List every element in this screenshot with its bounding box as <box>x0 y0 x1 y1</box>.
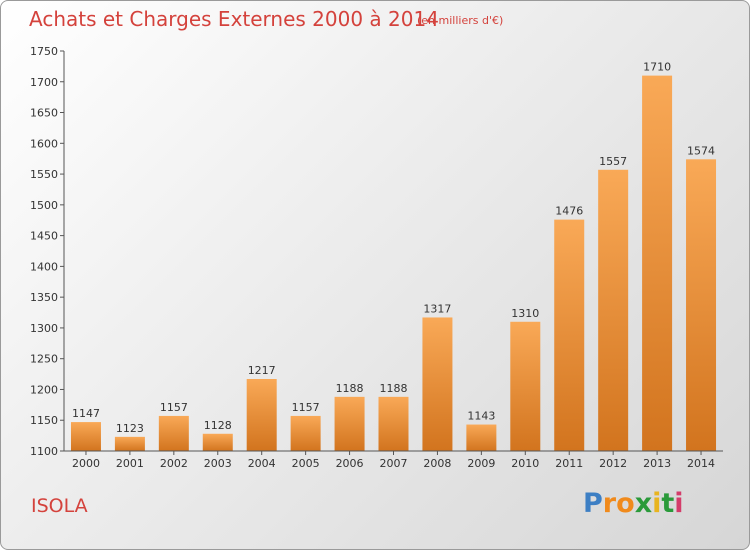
x-tick-label: 2013 <box>643 457 671 470</box>
bar-2008 <box>422 317 453 451</box>
x-tick-label: 2012 <box>599 457 627 470</box>
logo-letter: i <box>674 488 684 519</box>
y-tick-label: 1600 <box>30 137 58 150</box>
y-tick-label: 1100 <box>30 445 58 458</box>
bar-2003 <box>202 433 233 451</box>
bar-value-label: 1310 <box>511 307 539 320</box>
logo-letter: i <box>652 488 662 519</box>
y-tick-label: 1650 <box>30 107 58 120</box>
bar-value-label: 1157 <box>292 401 320 414</box>
y-tick-label: 1250 <box>30 353 58 366</box>
bar-2004 <box>246 379 277 451</box>
x-tick-label: 2005 <box>292 457 320 470</box>
bar-value-label: 1188 <box>336 382 364 395</box>
y-tick-label: 1400 <box>30 260 58 273</box>
x-tick-label: 2010 <box>511 457 539 470</box>
y-tick-label: 1550 <box>30 168 58 181</box>
bar-2010 <box>510 321 541 451</box>
y-tick-label: 1750 <box>30 45 58 58</box>
bar-value-label: 1147 <box>72 407 100 420</box>
bar-2007 <box>378 396 409 451</box>
chart-subtitle: (en milliers d'€) <box>417 14 504 27</box>
logo-letter: o <box>616 488 635 519</box>
x-tick-label: 2008 <box>423 457 451 470</box>
bars: 1147 1123 1157 1128 1217 1157 1188 1188 1317 1143… <box>70 61 717 452</box>
y-tick-label: 1200 <box>30 383 58 396</box>
bar-2012 <box>598 169 629 451</box>
logo-letter: r <box>602 488 617 519</box>
bar-value-label: 1317 <box>423 302 451 315</box>
bar-value-label: 1157 <box>160 401 188 414</box>
bar-value-label: 1128 <box>204 419 232 432</box>
x-tick-label: 2003 <box>204 457 232 470</box>
x-tick-label: 2001 <box>116 457 144 470</box>
x-tick-label: 2011 <box>555 457 583 470</box>
chart-title: Achats et Charges Externes 2000 à 2014 <box>29 7 439 31</box>
bar-2006 <box>334 396 365 451</box>
x-axis: 2000 2001 2002 2003 2004 2005 2006 2007 2008 2009… <box>64 450 723 470</box>
y-tick-label: 1150 <box>30 414 58 427</box>
bar-value-label: 1574 <box>687 144 715 157</box>
bar-2001 <box>114 436 145 451</box>
logo-letter: x <box>634 488 653 519</box>
proxiti-logo[interactable]: Proxiti <box>583 488 684 519</box>
bar-value-label: 1123 <box>116 422 144 435</box>
x-tick-label: 2004 <box>248 457 276 470</box>
y-tick-label: 1300 <box>30 322 58 335</box>
bar-2009 <box>466 424 497 451</box>
y-tick-label: 1500 <box>30 199 58 212</box>
bar-2014 <box>686 159 717 452</box>
y-tick-label: 1700 <box>30 76 58 89</box>
logo-letter: t <box>661 488 675 519</box>
bar-value-label: 1188 <box>380 382 408 395</box>
x-tick-label: 2007 <box>380 457 408 470</box>
bar-2002 <box>158 415 189 451</box>
bar-value-label: 1476 <box>555 205 583 218</box>
bar-value-label: 1710 <box>643 61 671 74</box>
logo-letter: P <box>583 488 603 519</box>
bar-value-label: 1217 <box>248 364 276 377</box>
bar-value-label: 1143 <box>467 410 495 423</box>
y-tick-label: 1350 <box>30 291 58 304</box>
bar-value-label: 1557 <box>599 155 627 168</box>
y-axis: 1100 1150 1200 1250 1300 1350 1400 1450 1500 1550… <box>30 45 65 458</box>
commune-name: ISOLA <box>31 495 88 517</box>
bar-2011 <box>554 219 585 451</box>
bar-2005 <box>290 415 321 451</box>
x-tick-label: 2006 <box>336 457 364 470</box>
bar-2000 <box>70 422 101 451</box>
x-tick-label: 2000 <box>72 457 100 470</box>
x-tick-label: 2002 <box>160 457 188 470</box>
y-tick-label: 1450 <box>30 230 58 243</box>
bar-2013 <box>642 75 673 451</box>
x-tick-label: 2014 <box>687 457 715 470</box>
x-tick-label: 2009 <box>467 457 495 470</box>
